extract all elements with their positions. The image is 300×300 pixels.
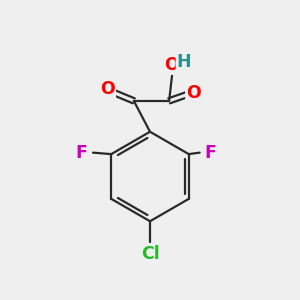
Text: F: F [205, 144, 217, 162]
Text: Cl: Cl [141, 245, 159, 263]
Text: O: O [164, 56, 178, 74]
Text: F: F [75, 144, 87, 162]
Text: H: H [176, 53, 191, 71]
Text: O: O [187, 85, 201, 103]
Text: O: O [100, 80, 115, 98]
